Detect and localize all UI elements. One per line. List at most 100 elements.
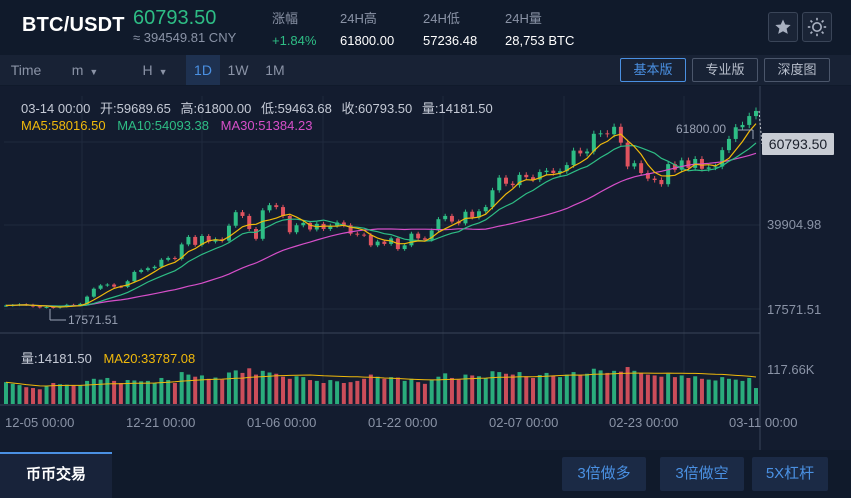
legend-high: 高:61800.00 — [180, 101, 252, 116]
volume-bar — [416, 382, 421, 404]
max-price-annotation: 61800.00 — [676, 122, 727, 136]
volume-bar — [517, 372, 522, 404]
volume-bar — [64, 384, 69, 404]
cny-value: ≈ 394549.81 CNY — [133, 30, 237, 45]
short-3x-button[interactable]: 3倍做空 — [660, 457, 744, 491]
volume-bar — [618, 371, 623, 404]
volume-bar — [355, 380, 360, 404]
depth-chart-button[interactable]: 深度图 — [764, 58, 830, 82]
candle-body — [179, 244, 184, 259]
favorite-button[interactable] — [768, 12, 798, 42]
volume-bar — [260, 370, 265, 404]
volume-bar — [733, 379, 738, 404]
legend-ma10: MA10:54093.38 — [117, 118, 209, 133]
leverage-5x-button[interactable]: 5X杠杆 — [752, 457, 828, 491]
kline-chart[interactable] — [0, 86, 851, 450]
interval-1m[interactable]: 1M — [265, 62, 285, 78]
volume-bar — [159, 377, 164, 404]
candle-body — [666, 164, 671, 185]
volume-bar — [314, 380, 319, 404]
candle-body — [706, 167, 711, 169]
volume-bar — [659, 376, 664, 404]
volume-bar — [578, 374, 583, 404]
current-price-line — [758, 110, 763, 145]
candle-body — [693, 159, 698, 168]
hour-dropdown[interactable]: H ▼ — [128, 55, 182, 85]
candle-body — [132, 271, 137, 282]
interval-1d[interactable]: 1D — [186, 55, 220, 85]
candle-body — [639, 163, 644, 173]
basic-version-button[interactable]: 基本版 — [620, 58, 686, 82]
candle-body — [659, 180, 664, 185]
x-tick-label: 02-23 00:00 — [609, 415, 679, 430]
volume-bar — [179, 372, 184, 404]
stat-high-value: 61800.00 — [340, 33, 395, 48]
candle-body — [91, 288, 96, 297]
candle-body — [186, 236, 191, 245]
stat-volume: 24H量 28,753 BTC — [505, 8, 574, 48]
legend-close: 收:60793.50 — [341, 101, 413, 116]
candle-body — [733, 127, 738, 139]
candle-body — [328, 225, 333, 229]
volume-bar — [402, 380, 407, 404]
volume-bar — [456, 379, 461, 404]
volume-bar — [220, 379, 225, 404]
volume-bar — [281, 376, 286, 404]
candle-body — [308, 222, 313, 230]
candle-body — [375, 241, 380, 246]
legend-open: 开:59689.65 — [100, 101, 171, 116]
theme-toggle-button[interactable] — [802, 12, 832, 42]
volume-bar — [497, 372, 502, 404]
volume-bar — [125, 380, 130, 404]
candle-body — [652, 178, 657, 180]
volume-bar — [328, 380, 333, 404]
volume-bar — [375, 376, 380, 404]
volume-bar — [240, 372, 245, 404]
candle-body — [118, 286, 123, 288]
candle-body — [355, 233, 360, 235]
chart-toolbar: Time m ▼ H ▼ 1D 1W 1M 基本版 专业版 深度图 — [0, 55, 851, 85]
candle-body — [726, 138, 731, 151]
candle-body — [422, 238, 427, 240]
candle-body — [551, 170, 556, 173]
candle-body — [341, 222, 346, 226]
candle-body — [605, 133, 610, 135]
volume-bar — [524, 376, 529, 404]
candle-body — [476, 211, 481, 218]
volume-bar — [666, 373, 671, 404]
stat-low-label: 24H低 — [423, 11, 460, 26]
volume-bar — [713, 380, 718, 404]
time-tab[interactable]: Time — [10, 62, 42, 78]
volume-bar — [139, 381, 144, 404]
candle-body — [645, 173, 650, 179]
long-3x-button[interactable]: 3倍做多 — [562, 457, 646, 491]
volume-bar — [287, 378, 292, 404]
volume-bar — [78, 385, 83, 404]
x-tick-label: 01-22 00:00 — [368, 415, 438, 430]
candle-body — [267, 205, 272, 211]
candle-body — [591, 133, 596, 152]
volume-bar — [341, 383, 346, 404]
stat-low-value: 57236.48 — [423, 33, 478, 48]
x-tick-label: 02-07 00:00 — [489, 415, 559, 430]
kline-chart-svg[interactable] — [0, 86, 851, 450]
volume-bar — [206, 378, 211, 404]
tab-spot-trading[interactable]: 币币交易 — [0, 452, 112, 498]
volume-bar — [368, 374, 373, 404]
legend-vol-now: 量:14181.50 — [21, 351, 92, 366]
minute-label: m — [71, 62, 84, 78]
volume-bar — [152, 383, 157, 404]
interval-1w[interactable]: 1W — [227, 62, 249, 78]
y-tick-label: 17571.51 — [767, 302, 822, 317]
candle-body — [44, 306, 49, 308]
legend-low: 低:59463.68 — [260, 101, 332, 116]
candle-body — [443, 215, 448, 220]
pair-name[interactable]: BTC/USDT — [22, 14, 125, 36]
volume-bar — [422, 383, 427, 404]
candle-body — [112, 284, 117, 287]
candle-body — [571, 150, 576, 166]
volume-ma20-line — [5, 372, 757, 387]
minute-dropdown[interactable]: m ▼ — [58, 55, 112, 85]
pro-version-button[interactable]: 专业版 — [692, 58, 758, 82]
candle-body — [105, 284, 110, 286]
